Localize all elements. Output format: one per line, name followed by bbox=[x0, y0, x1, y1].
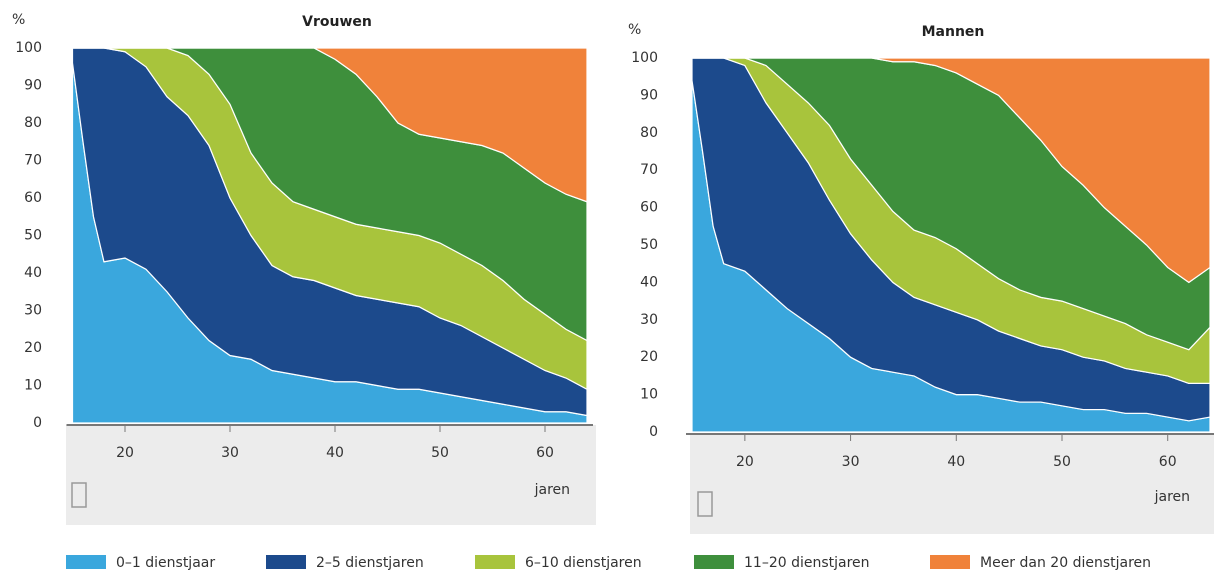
y-tick-label: 50 bbox=[24, 228, 42, 244]
legend-swatch bbox=[266, 555, 306, 569]
y-tick-label: 80 bbox=[24, 115, 42, 131]
y-tick-label: 50 bbox=[640, 237, 658, 253]
x-axis-band bbox=[66, 425, 596, 525]
x-tick-label: 20 bbox=[116, 445, 134, 461]
x-tick-label: 60 bbox=[536, 445, 554, 461]
chart-title: Mannen bbox=[922, 24, 985, 40]
area bbox=[72, 47, 588, 203]
legend-label: 6–10 dienstjaren bbox=[525, 555, 642, 571]
area bbox=[692, 57, 1211, 284]
y-tick-label: 20 bbox=[24, 340, 42, 356]
y-tick-label: 0 bbox=[649, 424, 658, 440]
y-tick-label: 20 bbox=[640, 349, 658, 365]
y-tick-label: 40 bbox=[640, 274, 658, 290]
legend-swatch bbox=[475, 555, 515, 569]
y-tick-label: 100 bbox=[15, 40, 42, 56]
logo bbox=[71, 482, 713, 517]
y-tick-label: 70 bbox=[640, 162, 658, 178]
y-tick-label: 100 bbox=[631, 50, 658, 66]
x-tick-label: 30 bbox=[221, 445, 239, 461]
y-tick-label: 80 bbox=[640, 125, 658, 141]
y-tick-label: 90 bbox=[640, 87, 658, 103]
y-tick-label: 10 bbox=[24, 378, 42, 394]
x-axis-label: jaren bbox=[1154, 489, 1190, 505]
legend-label: Meer dan 20 dienstjaren bbox=[980, 555, 1151, 571]
y-tick-label: 0 bbox=[33, 415, 42, 431]
legend-swatch bbox=[694, 555, 734, 569]
y-axis-label: % bbox=[12, 12, 25, 28]
legend-label: 11–20 dienstjaren bbox=[744, 555, 870, 571]
x-tick-label: 50 bbox=[431, 445, 449, 461]
legend-swatch bbox=[930, 555, 970, 569]
y-tick-label: 60 bbox=[24, 190, 42, 206]
legend-label: 2–5 dienstjaren bbox=[316, 555, 424, 571]
legend-swatch bbox=[66, 555, 106, 569]
legend-label: 0–1 dienstjaar bbox=[116, 555, 215, 571]
y-axis-label: % bbox=[628, 22, 641, 38]
x-tick-label: 20 bbox=[736, 454, 754, 470]
y-tick-label: 10 bbox=[640, 387, 658, 403]
y-tick-label: 70 bbox=[24, 153, 42, 169]
y-tick-label: 30 bbox=[640, 312, 658, 328]
x-tick-label: 40 bbox=[326, 445, 344, 461]
chart-title: Vrouwen bbox=[302, 14, 372, 30]
y-tick-label: 30 bbox=[24, 303, 42, 319]
x-tick-label: 50 bbox=[1053, 454, 1071, 470]
x-axis-label: jaren bbox=[534, 482, 570, 498]
y-tick-label: 90 bbox=[24, 78, 42, 94]
x-axis-band bbox=[690, 434, 1214, 534]
x-tick-label: 40 bbox=[947, 454, 965, 470]
y-tick-label: 40 bbox=[24, 265, 42, 281]
x-tick-label: 60 bbox=[1159, 454, 1177, 470]
x-tick-label: 30 bbox=[842, 454, 860, 470]
y-tick-label: 60 bbox=[640, 200, 658, 216]
